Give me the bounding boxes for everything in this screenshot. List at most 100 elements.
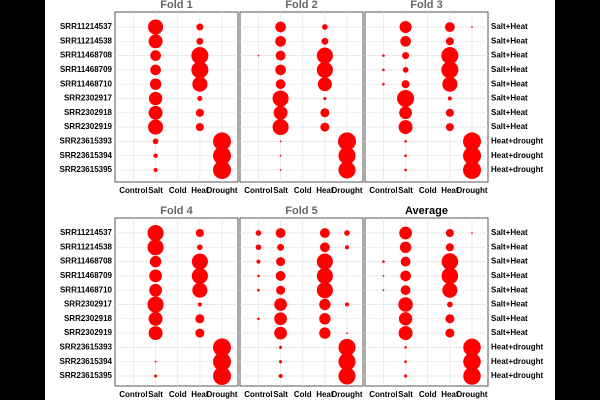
bubble [463,161,482,179]
row-group-label: Salt+Heat [491,228,528,237]
x-tick-label: Cold [169,186,187,195]
bubble [400,270,411,282]
row-group-label: Heat+drought [491,137,544,146]
row-group-label: Salt+Heat [491,65,528,74]
x-tick-label: Drought [331,186,362,195]
y-tick-label: SRR2302919 [64,328,113,337]
x-tick-label: Control [244,390,272,399]
y-tick-label: SRR2302918 [64,108,113,117]
bubble [149,255,162,268]
bubble [441,47,459,65]
bubble [319,228,330,238]
bubble [147,224,164,242]
x-tick-label: Drought [206,390,237,399]
row-group-label: Salt+Heat [491,285,528,294]
x-tick-label: Heat [191,186,209,195]
bubble [274,326,287,340]
row-group-label: Salt+Heat [491,242,528,251]
x-tick-label: Cold [294,390,312,399]
bubble [445,328,455,338]
bubble [447,96,452,101]
bubble [275,21,286,33]
row-group-label: Salt+Heat [491,22,528,31]
bubble [196,37,204,45]
row-group-label: Salt+Heat [491,314,528,323]
y-tick-label: SRR2302917 [64,300,113,309]
bubble [272,119,289,136]
y-tick-label: SRR2302919 [64,122,113,131]
bubble [338,132,357,151]
bubble [445,123,454,132]
row-group-label: Heat+drought [491,151,544,160]
x-tick-label: Drought [206,186,237,195]
bubble [382,275,385,277]
bubble [338,147,356,165]
bubble [213,146,232,165]
bubble [275,50,286,61]
bubble [445,314,455,324]
bubble [191,61,209,79]
bubble [195,228,204,238]
row-group-label: Salt+Heat [491,51,528,60]
row-group-label: Salt+Heat [491,94,528,103]
x-tick-label: Heat [441,186,459,195]
row-group-label: Heat+drought [491,165,544,174]
bubble [398,312,413,326]
bubble [197,244,203,251]
bubble [148,105,163,120]
bubble [444,22,455,32]
row-group-label: Heat+drought [491,343,544,352]
bubble [400,285,411,296]
bubble [316,253,333,270]
bubble [147,296,164,313]
y-tick-label: SRR23615394 [60,357,113,366]
bubble [276,257,286,267]
x-tick-label: Drought [331,390,362,399]
y-tick-label: SRR11214537 [60,22,113,31]
bubble [344,302,350,307]
bubble [463,352,481,371]
bubble [213,367,232,385]
bubble [382,289,385,292]
bubble [404,374,408,378]
panel-title: Fold 5 [285,205,317,217]
bubble [399,226,412,240]
row-group-label: Salt+Heat [491,271,528,280]
bubble [322,24,328,30]
x-tick-label: Heat [316,390,334,399]
bubble [275,228,286,238]
bubble [152,138,159,145]
bubble [316,282,333,299]
y-tick-label: SRR11214538 [60,36,113,45]
y-tick-label: SRR11214538 [60,242,113,251]
panel-title: Fold 1 [160,0,192,11]
bubble [277,243,285,251]
y-tick-label: SRR11468710 [60,79,113,88]
bubble [441,61,459,79]
x-tick-label: Control [119,186,147,195]
bubble [344,245,350,250]
bubble [316,61,333,78]
bubble [442,282,458,298]
y-tick-label: SRR11468708 [60,257,113,266]
bubble [195,108,204,117]
bubble [344,230,350,236]
bubble [148,91,163,106]
bubble [463,146,482,165]
y-tick-label: SRR11468709 [60,65,113,74]
bubble [275,35,286,47]
bubble [404,168,407,172]
bubble [338,367,356,385]
bubble [338,353,356,371]
x-tick-label: Salt [398,390,413,399]
bubble [257,274,260,278]
bubble [147,239,164,256]
bubble [256,259,261,264]
bubble [399,106,412,120]
bubble [441,267,459,285]
bubble [154,360,157,363]
bubble [275,270,286,281]
bubble [319,242,330,253]
bubble [275,64,286,76]
x-tick-label: Drought [456,186,487,195]
